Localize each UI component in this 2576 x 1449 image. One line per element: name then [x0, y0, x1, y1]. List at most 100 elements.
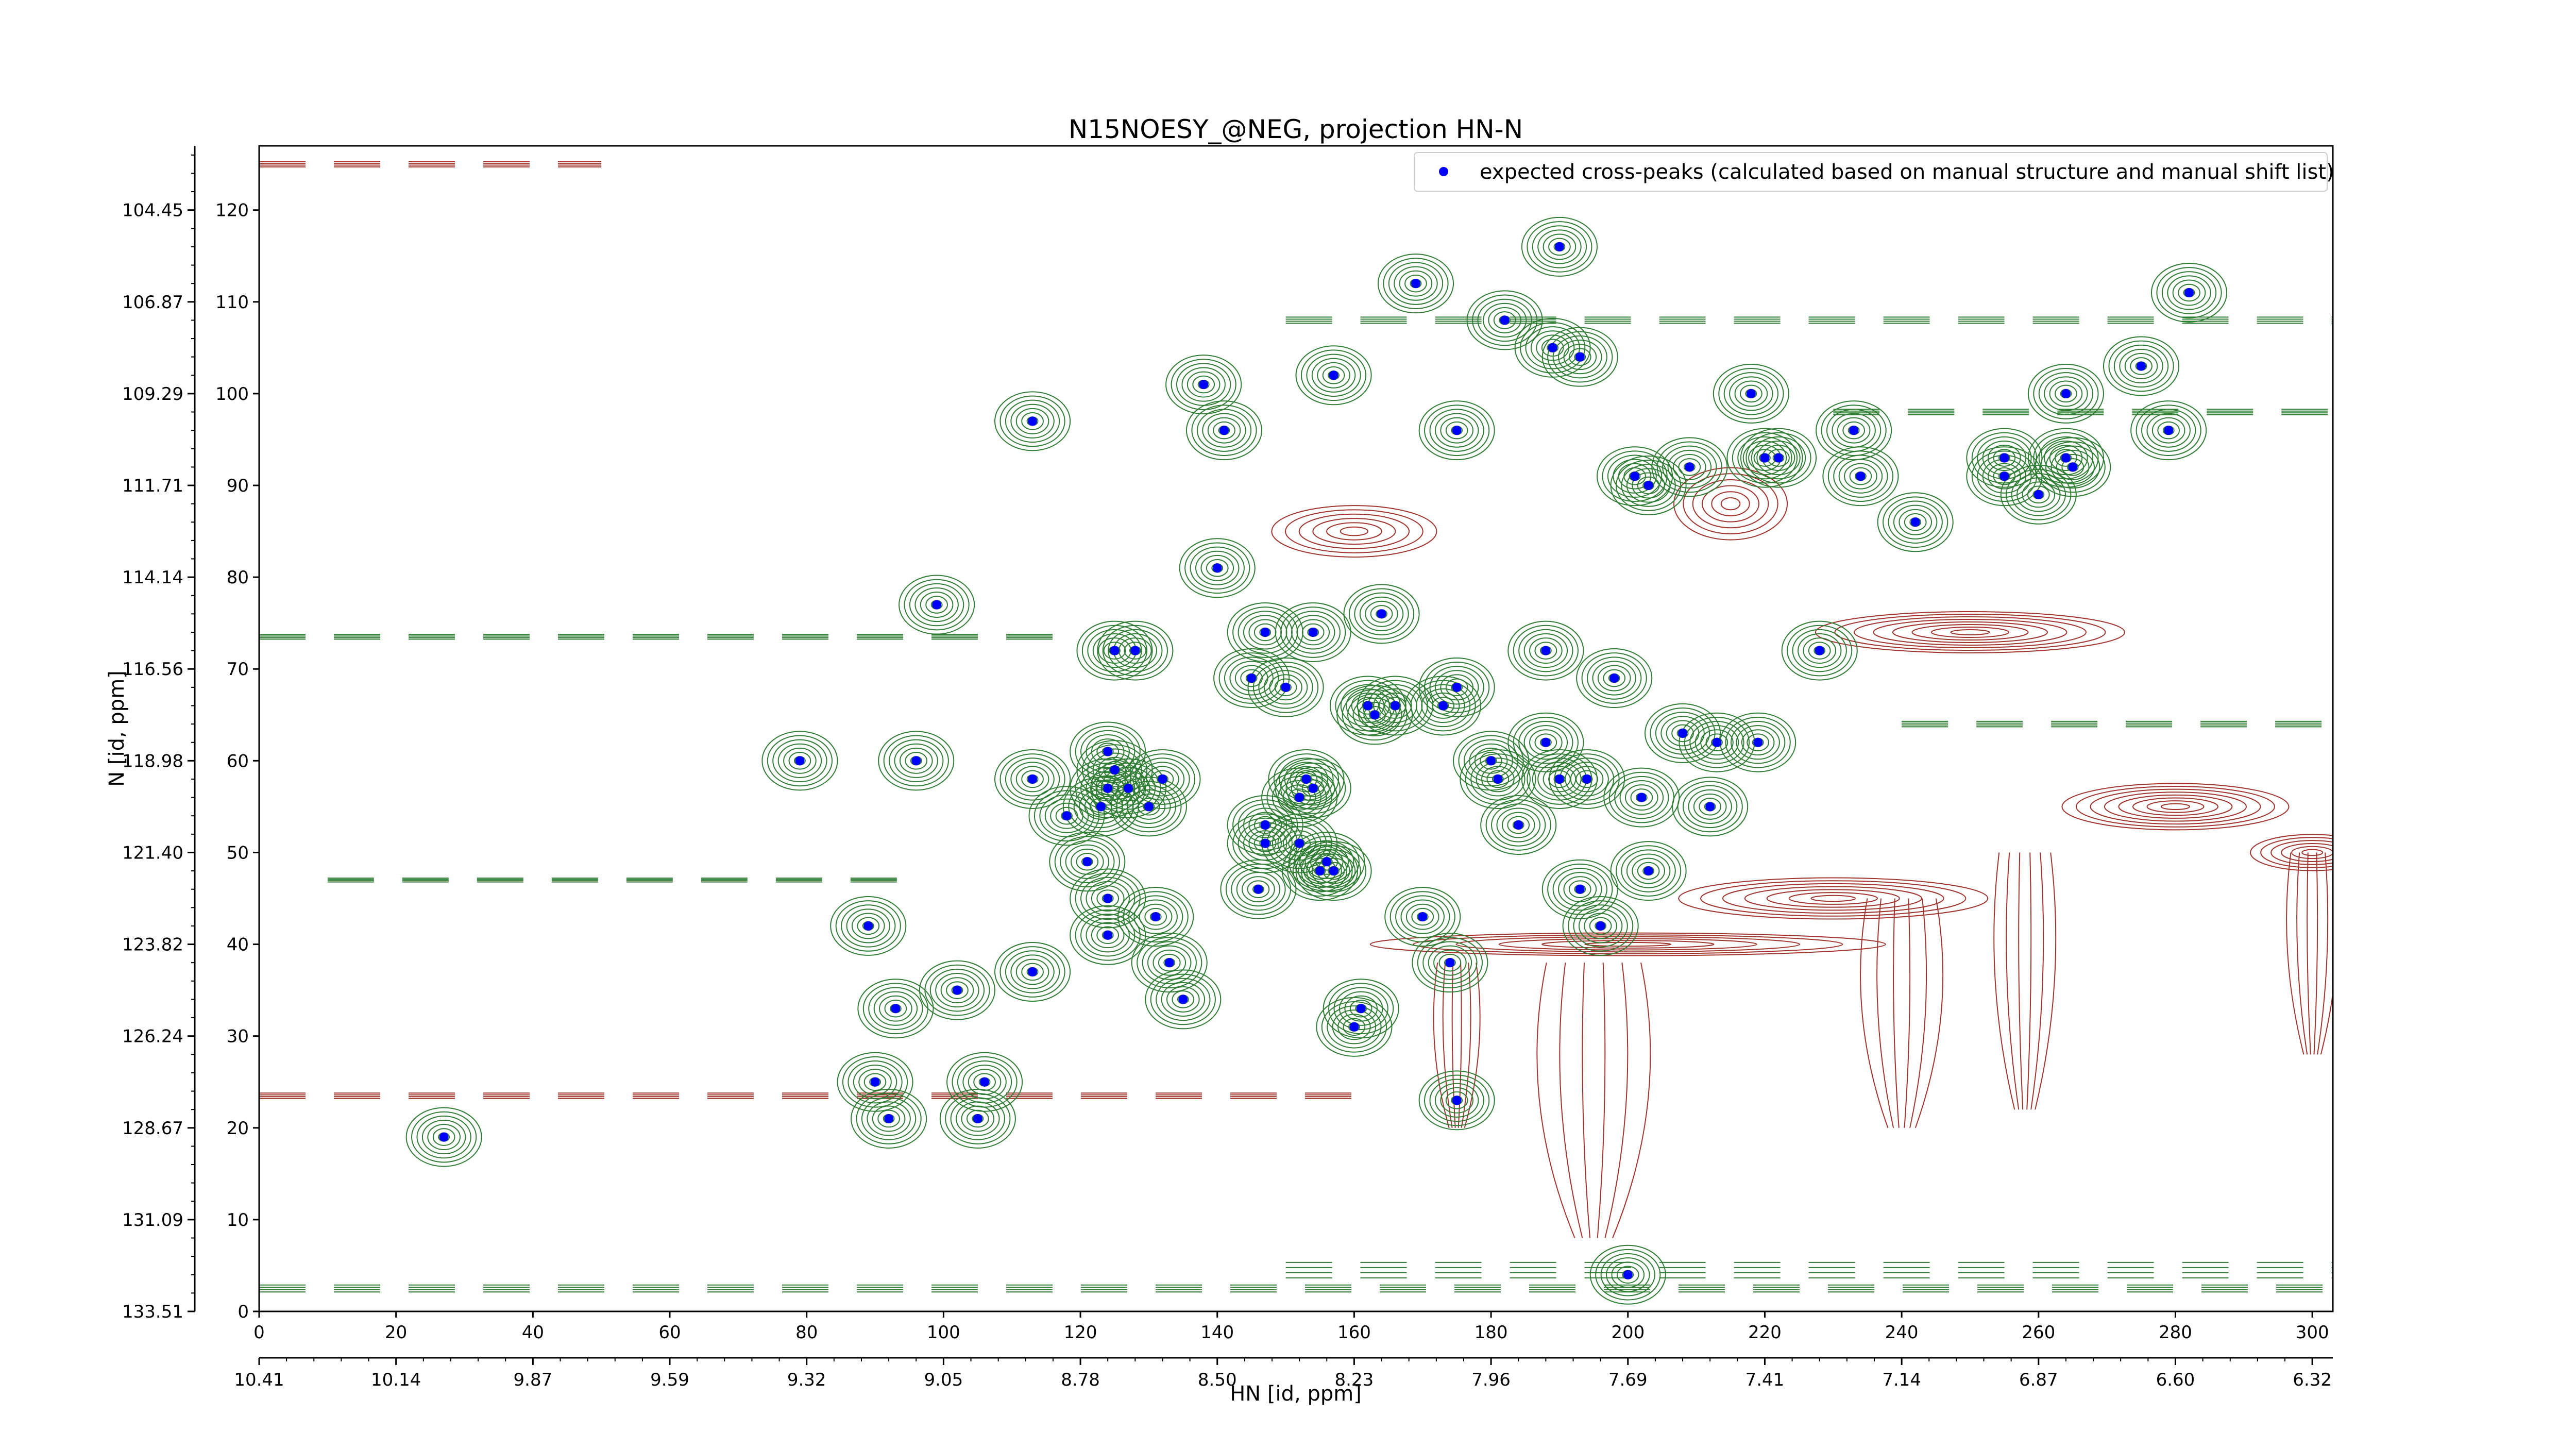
cross-peak-marker [1548, 343, 1557, 352]
cross-peak-marker [1151, 912, 1161, 922]
cross-peak-marker [952, 985, 962, 995]
positive-contour [1275, 602, 1351, 662]
x-index-tick-label: 0 [253, 1322, 265, 1343]
positive-contour [1070, 868, 1146, 929]
cross-peak-marker [1418, 912, 1428, 922]
cross-peak-marker [2033, 490, 2043, 499]
cross-peak-marker [795, 756, 805, 766]
x-ppm-tick-label: 9.32 [787, 1370, 826, 1390]
cross-peak-marker [1514, 820, 1523, 830]
positive-contour [1521, 216, 1598, 277]
y-ppm-tick-label: 114.14 [122, 567, 183, 588]
cross-peak-marker [1103, 783, 1113, 793]
cross-peak-marker [1377, 609, 1386, 619]
positive-contour [1412, 933, 1488, 993]
positive-contour [1418, 657, 1495, 717]
x-index-tick-label: 160 [1337, 1322, 1371, 1343]
cross-peak-marker [2061, 389, 2071, 398]
cross-peak-marker [870, 1077, 880, 1087]
negative-contour [1678, 877, 1989, 920]
positive-contour [1185, 400, 1263, 461]
y-index-tick-label: 80 [227, 567, 249, 588]
negative-contour [2286, 852, 2333, 1055]
cross-peak-marker [1158, 774, 1167, 784]
cross-peak-marker [1452, 1096, 1462, 1105]
positive-contour [1507, 620, 1584, 681]
y-ppm-tick-label: 111.71 [122, 476, 183, 496]
y-ppm-tick-label: 104.45 [122, 200, 183, 221]
ridge-contour [259, 1284, 2333, 1293]
cross-peak-marker [1295, 838, 1304, 848]
y-index-tick-label: 10 [227, 1210, 249, 1231]
positive-contour [2130, 400, 2207, 461]
cross-peak-marker [1999, 471, 2009, 481]
cross-peak-marker [1144, 802, 1154, 812]
cross-peak-marker [1028, 416, 1038, 426]
cross-peak-marker [1308, 783, 1318, 793]
y-index-tick-label: 110 [215, 292, 249, 313]
positive-contour [1247, 657, 1324, 717]
cross-peak-marker [1623, 1270, 1633, 1279]
positive-contour [994, 391, 1071, 451]
cross-peak-marker [911, 756, 921, 766]
x-index-tick-label: 120 [1064, 1322, 1097, 1343]
x-axis-title: HN [id, ppm] [1230, 1382, 1362, 1406]
x-ppm-tick-label: 9.59 [650, 1370, 689, 1390]
positive-contour [1610, 456, 1687, 516]
positive-contour [1076, 740, 1153, 800]
cross-peak-marker [1575, 884, 1585, 894]
positive-contour [1507, 712, 1584, 772]
y-index-tick-label: 30 [227, 1026, 249, 1047]
cross-peak-marker [1062, 811, 1072, 821]
x-ppm-tick-label: 7.41 [1745, 1370, 1785, 1390]
x-index-tick-label: 200 [1611, 1322, 1645, 1343]
positive-contour [2035, 437, 2111, 497]
x-ppm-axis: 10.41 10.14 9.87 9.59 9.32 9.05 8.78 8.50 8.23 7.… [234, 1357, 2333, 1390]
positive-contour [1644, 703, 1721, 763]
positive-contour [1549, 749, 1625, 809]
cross-peak-marker [1438, 701, 1448, 711]
cross-peak-marker [973, 1114, 982, 1123]
cross-peak-marker [1096, 802, 1106, 812]
x-index-tick-label: 20 [385, 1322, 407, 1343]
cross-peak-marker [1110, 765, 1120, 775]
positive-contour [1720, 712, 1797, 772]
x-index-tick-label: 300 [2296, 1322, 2329, 1343]
cross-peak-marker [1643, 866, 1653, 876]
x-ppm-tick-label: 6.32 [2293, 1370, 2332, 1390]
cross-peak-marker [1774, 453, 1784, 463]
cross-peak-marker [1630, 471, 1640, 481]
x-index-tick-label: 240 [1885, 1322, 1919, 1343]
positive-contour [1679, 712, 1755, 772]
cross-peak-marker [2068, 462, 2078, 472]
positive-contour [405, 1107, 482, 1167]
contour-layer [259, 161, 2333, 1305]
cross-peak-marker [1445, 958, 1455, 968]
positive-contour [1480, 795, 1557, 855]
ridge-contour [1285, 316, 2333, 324]
positive-contour [994, 749, 1071, 809]
legend-marker-icon [1439, 167, 1448, 176]
negative-contour [1993, 852, 2057, 1110]
y-index-tick-label: 120 [215, 200, 249, 221]
cross-peak-marker [2164, 426, 2174, 435]
cross-peak-marker [1253, 884, 1263, 894]
y-ppm-tick-label: 109.29 [122, 384, 183, 405]
positive-contour [1562, 896, 1639, 956]
positive-contour [837, 1052, 913, 1112]
cross-peak-marker [980, 1077, 990, 1087]
cross-peak-marker [1452, 426, 1462, 435]
positive-contour [1466, 290, 1543, 350]
negative-contour [1369, 932, 1886, 956]
cross-peak-marker [1500, 315, 1510, 325]
cross-peak-marker [1124, 783, 1133, 793]
cross-peak-marker [891, 1004, 901, 1014]
positive-contour [1589, 1244, 1666, 1305]
y-index-tick-label: 90 [227, 476, 249, 496]
x-index-tick-label: 40 [522, 1322, 544, 1343]
x-ppm-tick-label: 9.05 [924, 1370, 963, 1390]
positive-contour [899, 575, 975, 635]
positive-contour [1323, 979, 1399, 1039]
cross-peak-marker [1260, 820, 1270, 830]
